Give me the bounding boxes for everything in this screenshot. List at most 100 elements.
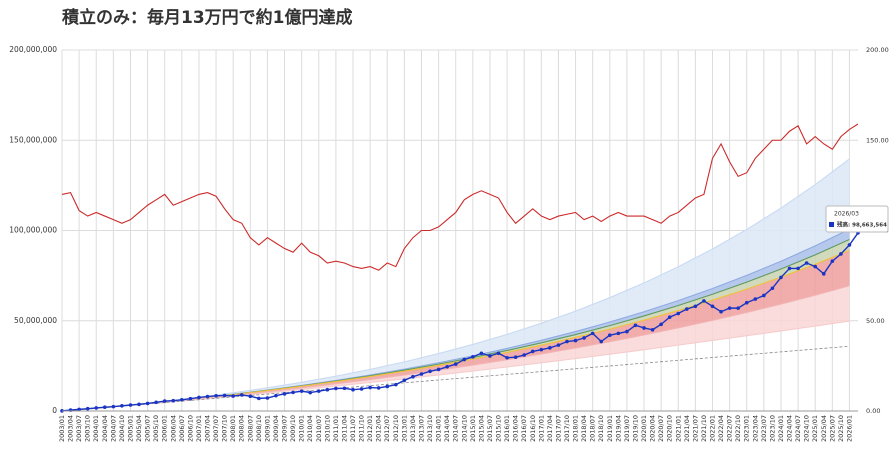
data-point (573, 338, 578, 343)
data-point (180, 398, 184, 402)
data-point (342, 386, 347, 391)
data-point (453, 362, 458, 366)
data-point (265, 396, 270, 400)
data-point (274, 393, 278, 398)
x-tick-label: 2014/07 (452, 415, 460, 442)
x-tick-label: 2010/04 (306, 415, 314, 442)
data-point (616, 331, 621, 336)
x-tick-label: 2014/10 (460, 415, 468, 442)
x-tick-label: 2005/07 (144, 415, 152, 442)
x-tick-label: 2020/07 (657, 415, 665, 442)
x-tick-label: 2015/04 (477, 415, 485, 442)
x-tick-label: 2019/07 (623, 415, 631, 442)
data-point (120, 403, 124, 408)
x-tick-label: 2004/04 (101, 415, 109, 442)
data-point (693, 304, 698, 309)
x-tick-label: 2024/01 (777, 415, 785, 442)
x-tick-label: 2005/10 (152, 415, 160, 442)
data-point (770, 286, 775, 291)
x-tick-label: 2009/10 (289, 415, 297, 442)
x-tick-label: 2010/01 (298, 415, 306, 442)
x-tick-label: 2018/10 (597, 415, 605, 442)
x-tick-label: 2017/10 (563, 415, 571, 442)
x-tick-label: 2005/04 (135, 415, 143, 442)
x-tick-label: 2024/10 (803, 415, 811, 442)
x-tick-label: 2026/01 (845, 415, 853, 442)
data-point (676, 311, 681, 316)
y2-tick-label: 200.00 (866, 46, 889, 54)
tooltip-box (825, 205, 889, 233)
data-point (145, 401, 150, 406)
x-tick-label: 2015/01 (469, 415, 477, 442)
x-tick-label: 2021/01 (674, 415, 682, 442)
x-tick-label: 2025/10 (837, 415, 845, 442)
data-point (376, 386, 381, 390)
x-tick-label: 2006/04 (169, 415, 177, 442)
data-point (359, 387, 364, 391)
tooltip: 2026/03 残高: 98,663,564 (825, 205, 889, 233)
data-point (385, 384, 390, 389)
x-tick-label: 2003/10 (84, 415, 92, 442)
data-point (727, 306, 732, 310)
x-tick-label: 2011/01 (332, 415, 340, 442)
data-point (197, 395, 201, 400)
x-tick-label: 2023/01 (743, 415, 751, 442)
data-point (111, 404, 116, 409)
x-tick-label: 2021/04 (683, 415, 691, 442)
data-point (556, 343, 561, 347)
x-tick-label: 2008/04 (238, 415, 246, 442)
data-point (77, 407, 81, 412)
data-point (530, 349, 535, 354)
data-point (419, 372, 424, 376)
x-tick-label: 2015/07 (486, 415, 494, 442)
data-point (667, 315, 672, 319)
x-tick-label: 2012/04 (375, 415, 383, 442)
data-point (633, 323, 638, 328)
data-point (222, 393, 227, 398)
x-tick-label: 2009/04 (272, 415, 280, 442)
data-point (257, 396, 261, 401)
y-tick-label: 100,000,000 (9, 226, 57, 235)
data-point (779, 275, 783, 280)
data-point (368, 385, 372, 390)
data-point (762, 293, 766, 298)
data-point (94, 406, 99, 410)
x-tick-label: 2018/04 (580, 415, 588, 442)
x-tick-label: 2006/07 (178, 415, 186, 442)
x-tick-label: 2009/07 (281, 415, 289, 442)
data-point (642, 326, 646, 330)
x-tick-label: 2018/07 (589, 415, 597, 442)
chart-title: 積立のみ：毎月13万円で約1億円達成 (62, 7, 353, 28)
data-point (496, 351, 501, 356)
data-point (565, 339, 569, 344)
x-tick-label: 2015/10 (495, 415, 503, 442)
data-point (462, 357, 467, 362)
data-point (839, 252, 843, 256)
data-point (522, 353, 526, 357)
x-tick-label: 2003/01 (58, 415, 66, 442)
data-point (796, 266, 800, 271)
x-tick-label: 2008/07 (246, 415, 254, 442)
x-tick-label: 2005/01 (126, 415, 134, 442)
x-tick-label: 2007/04 (204, 415, 212, 442)
x-tick-label: 2023/10 (768, 415, 776, 442)
data-point (128, 403, 133, 407)
x-tick-label: 2010/07 (315, 415, 323, 442)
data-point (171, 398, 176, 403)
x-tick-label: 2011/04 (340, 415, 348, 442)
y-tick-label: 200,000,000 (9, 45, 57, 54)
data-point (471, 355, 475, 359)
x-tick-label: 2004/10 (118, 415, 126, 442)
data-point (102, 405, 107, 410)
x-tick-label: 2013/10 (426, 415, 434, 442)
data-point (231, 394, 235, 398)
x-tick-label: 2021/10 (700, 415, 708, 442)
x-tick-label: 2013/01 (400, 415, 408, 442)
x-tick-label: 2008/10 (255, 415, 263, 442)
x-tick-label: 2012/01 (366, 415, 374, 442)
tooltip-swatch (829, 222, 834, 227)
data-point (702, 299, 706, 303)
x-tick-label: 2013/07 (417, 415, 425, 442)
